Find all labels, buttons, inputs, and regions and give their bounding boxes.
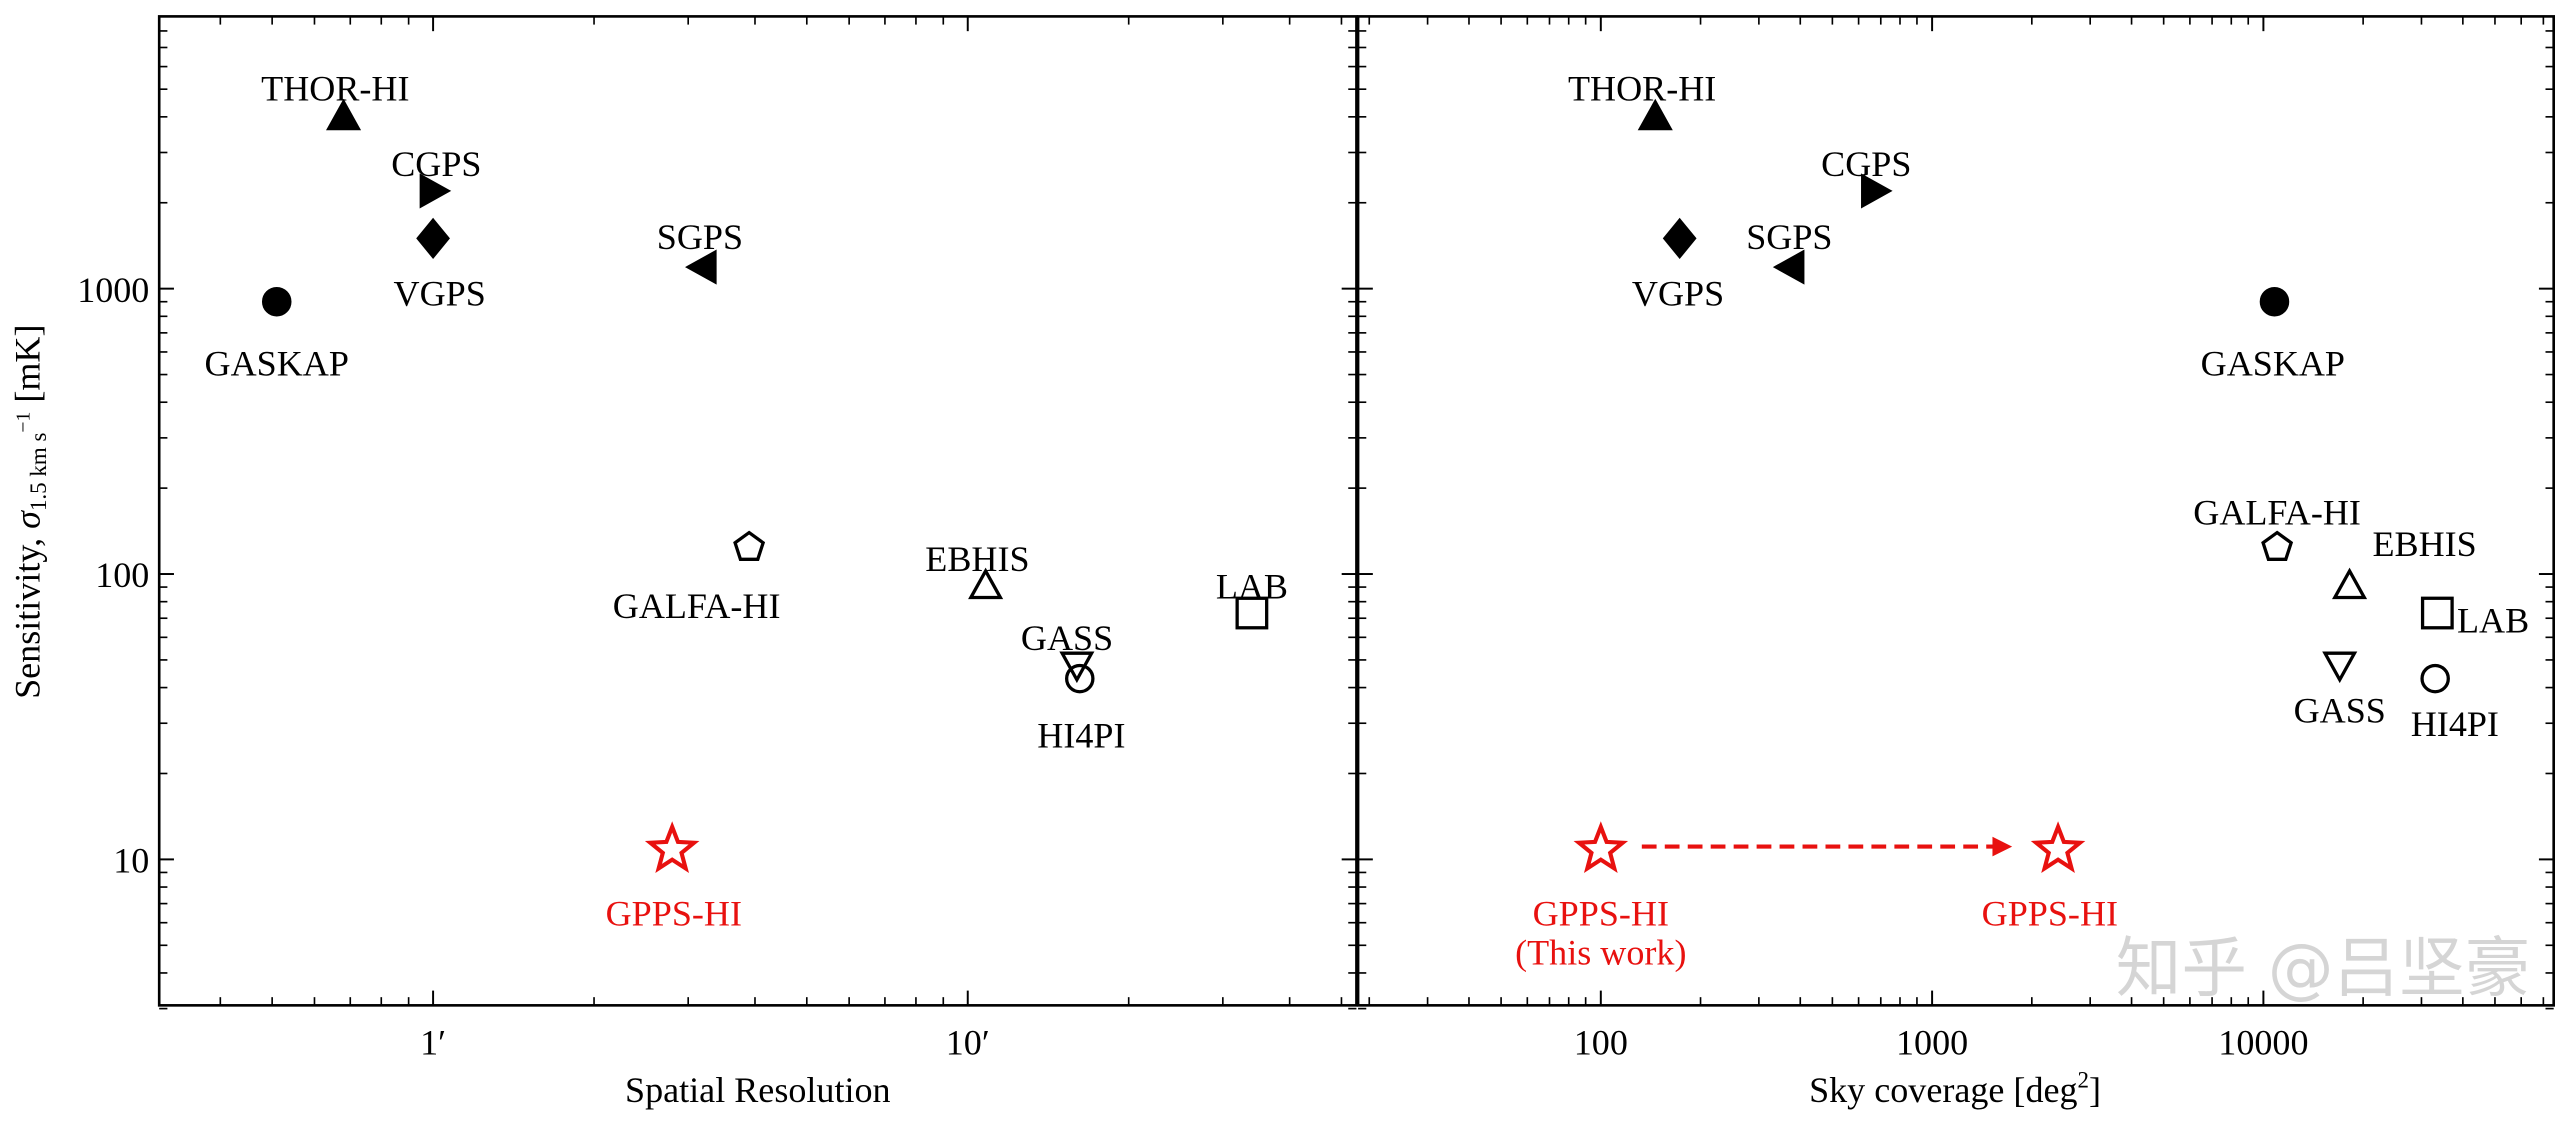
marker-cgps bbox=[419, 173, 452, 209]
point-label: GALFA-HI bbox=[2193, 492, 2361, 532]
marker-galfa-hi bbox=[733, 530, 766, 561]
point-label: GPPS-HI bbox=[606, 893, 742, 933]
marker-lab bbox=[2420, 596, 2454, 630]
right-x-axis-label: Sky coverage [deg2] bbox=[1809, 1067, 2101, 1110]
point-label: LAB bbox=[1216, 566, 1288, 606]
marker-sgps bbox=[1772, 249, 1805, 285]
point-label: THOR-HI bbox=[261, 68, 409, 108]
point-label: GASKAP bbox=[205, 344, 349, 384]
y-tick-label: 1000 bbox=[77, 270, 149, 310]
x-tick-label: 10000 bbox=[2218, 1023, 2308, 1063]
point-label: LAB bbox=[2457, 601, 2529, 641]
point-label: GASS bbox=[1021, 618, 1113, 658]
marker-vgps bbox=[1662, 217, 1697, 260]
left-x-axis-label: Spatial Resolution bbox=[625, 1070, 891, 1110]
marker-vgps bbox=[416, 217, 450, 260]
point-label: GASKAP bbox=[2201, 344, 2345, 384]
marker-lab bbox=[1235, 596, 1269, 630]
point-label: SGPS bbox=[657, 217, 743, 257]
y-tick-label: 100 bbox=[95, 555, 149, 595]
marker-gaskap bbox=[261, 286, 292, 317]
point-label: EBHIS bbox=[2373, 524, 2477, 564]
watermark: 知乎 @吕坚豪 bbox=[2116, 931, 2530, 1007]
point-label: EBHIS bbox=[925, 539, 1029, 579]
x-tick-label: 1000 bbox=[1896, 1023, 1968, 1063]
axes-frame bbox=[157, 15, 1358, 1007]
marker-ebhis bbox=[2331, 567, 2368, 600]
point-note: (This work) bbox=[1515, 933, 1686, 973]
marker-cgps bbox=[1861, 173, 1893, 209]
marker-hi4pi bbox=[1065, 663, 1095, 694]
point-label: CGPS bbox=[391, 144, 481, 184]
marker-ebhis bbox=[968, 567, 1004, 600]
marker-gass bbox=[2322, 651, 2358, 684]
marker-gpps-hi bbox=[2030, 821, 2086, 874]
marker-thor-hi bbox=[1637, 98, 1673, 131]
y-tick-label: 10 bbox=[113, 841, 149, 881]
axes-frame bbox=[1356, 15, 2555, 1007]
marker-gpps-hi bbox=[644, 821, 700, 874]
point-label: GASS bbox=[2294, 690, 2386, 730]
point-label: THOR-HI bbox=[1568, 68, 1716, 108]
right-panel-sky-coverage: 100 1000 10000 THOR-HI CGPS VGPS SGPS GASKAP GAL… bbox=[1356, 15, 2555, 1063]
marker-sgps bbox=[685, 249, 717, 285]
point-label: VGPS bbox=[394, 274, 486, 314]
marker-hi4pi bbox=[2420, 663, 2450, 694]
marker-gaskap bbox=[2259, 286, 2290, 317]
point-label: VGPS bbox=[1632, 274, 1724, 314]
point-label: GPPS-HI bbox=[1982, 893, 2118, 933]
point-label: GPPS-HI bbox=[1533, 893, 1669, 933]
marker-thor-hi bbox=[325, 98, 362, 131]
left-panel-spatial-resolution: 1′ 10′ 10 100 1000 THOR-HI CGPS VGPS SGPS GASKAP G… bbox=[77, 15, 1358, 1063]
x-tick-label: 10′ bbox=[946, 1023, 990, 1063]
point-label: GALFA-HI bbox=[613, 586, 781, 626]
x-tick-label: 1′ bbox=[420, 1023, 446, 1063]
point-label: CGPS bbox=[1821, 144, 1911, 184]
point-label: HI4PI bbox=[1037, 715, 1125, 755]
y-axis-label: Sensitivity, σ1.5 km s−1 [mK] bbox=[7, 324, 51, 698]
marker-galfa-hi bbox=[2261, 530, 2294, 561]
arrow-head-icon bbox=[1992, 836, 2013, 857]
x-tick-label: 100 bbox=[1574, 1023, 1628, 1063]
point-label: SGPS bbox=[1746, 217, 1832, 257]
point-label: HI4PI bbox=[2411, 704, 2499, 744]
marker-gpps-hi bbox=[1573, 821, 1629, 874]
